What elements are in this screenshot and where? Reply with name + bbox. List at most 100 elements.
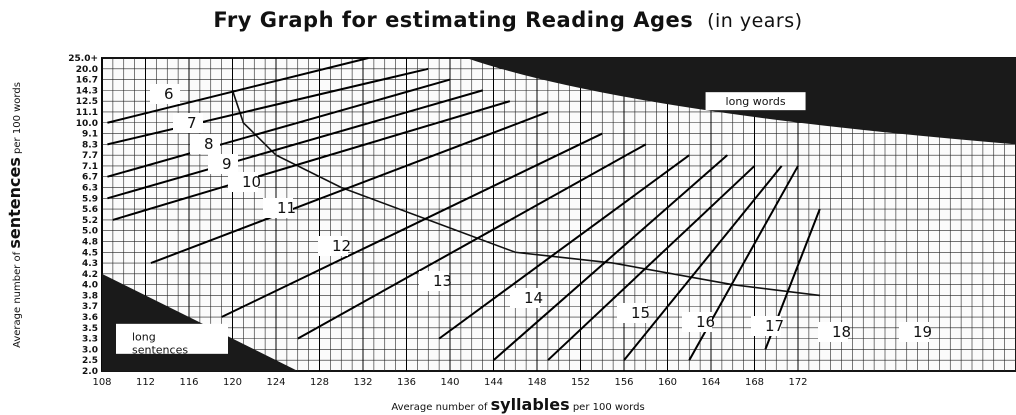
age-line-12 xyxy=(221,132,603,318)
y-tick-label: 25.0+ xyxy=(68,54,98,64)
age-label-15: 15 xyxy=(631,304,650,322)
age-line-6 xyxy=(107,57,369,124)
chart-title-sub: (in years) xyxy=(707,10,803,32)
x-tick-label: 108 xyxy=(92,377,111,388)
x-axis-label-suffix: per 100 words xyxy=(570,402,645,413)
age-label-box-18 xyxy=(818,322,848,342)
x-tick-label: 140 xyxy=(440,377,459,388)
age-label-box-16 xyxy=(682,312,712,332)
age-label-box-9 xyxy=(208,154,238,174)
age-label-17: 17 xyxy=(765,317,784,335)
x-tick-label: 168 xyxy=(745,377,764,388)
chart-title: Fry Graph for estimating Reading Ages (i… xyxy=(0,8,1016,32)
y-tick-label: 16.7 xyxy=(76,76,98,86)
y-tick-label: 5.9 xyxy=(82,194,98,204)
age-label-box-6 xyxy=(150,84,180,104)
x-tick-label: 164 xyxy=(701,377,720,388)
age-label-6: 6 xyxy=(164,85,174,103)
y-axis-label-suffix: per 100 words xyxy=(12,82,23,157)
y-tick-label: 5.6 xyxy=(82,205,98,215)
x-tick-label: 152 xyxy=(571,377,590,388)
y-tick-label: 6.3 xyxy=(82,184,98,194)
y-tick-label: 20.0 xyxy=(76,65,98,75)
age-line-8 xyxy=(107,78,451,178)
age-label-box-19 xyxy=(899,322,929,342)
x-tick-label: 116 xyxy=(179,377,198,388)
y-tick-label: 4.3 xyxy=(82,259,98,269)
age-line-13 xyxy=(297,143,647,340)
y-tick-label: 2.5 xyxy=(82,356,98,366)
age-label-box-11 xyxy=(263,198,293,218)
y-tick-label: 7.7 xyxy=(82,151,98,161)
long-words-label: long words xyxy=(726,95,786,108)
age-label-14: 14 xyxy=(524,289,543,307)
age-label-box-17 xyxy=(751,316,781,336)
y-tick-label: 10.0 xyxy=(76,119,98,129)
age-label-10: 10 xyxy=(242,173,261,191)
y-tick-label: 4.5 xyxy=(82,248,98,258)
y-tick-label: 3.5 xyxy=(82,324,98,334)
x-axis-label-prefix: Average number of xyxy=(391,402,490,413)
age-line-10 xyxy=(112,100,511,221)
x-tick-label: 160 xyxy=(658,377,677,388)
age-label-9: 9 xyxy=(222,155,232,173)
y-tick-label: 4.8 xyxy=(82,237,98,247)
x-tick-label: 120 xyxy=(223,377,242,388)
x-tick-label: 172 xyxy=(788,377,807,388)
age-label-19: 19 xyxy=(913,323,932,341)
age-label-11: 11 xyxy=(277,199,296,217)
y-tick-label: 3.8 xyxy=(82,291,98,301)
y-tick-label: 14.3 xyxy=(76,86,98,96)
y-tick-label: 3.7 xyxy=(82,302,98,312)
age-label-box-12 xyxy=(318,236,348,256)
y-tick-label: 8.3 xyxy=(82,140,98,150)
y-axis-label-main: sentences xyxy=(5,157,24,249)
age-label-box-13 xyxy=(419,271,449,291)
age-label-box-14 xyxy=(510,288,540,308)
x-tick-label: 132 xyxy=(353,377,372,388)
age-label-13: 13 xyxy=(433,272,452,290)
y-tick-label: 4.0 xyxy=(82,281,98,291)
age-label-box-10 xyxy=(228,172,258,192)
x-tick-label: 148 xyxy=(527,377,546,388)
age-label-12: 12 xyxy=(332,237,351,255)
age-label-16: 16 xyxy=(696,313,715,331)
y-tick-label: 4.2 xyxy=(82,270,98,280)
boundary-curve xyxy=(231,90,820,297)
age-label-box-8 xyxy=(190,134,220,154)
age-label-8: 8 xyxy=(204,135,214,153)
y-tick-label: 3.6 xyxy=(82,313,98,323)
y-tick-label: 9.1 xyxy=(82,130,98,140)
y-tick-label: 2.0 xyxy=(82,367,98,377)
long-sentences-label-line2: sentences xyxy=(132,343,188,356)
x-tick-label: 128 xyxy=(310,377,329,388)
age-label-7: 7 xyxy=(187,114,197,132)
x-axis-label-main: syllables xyxy=(491,395,570,414)
x-tick-label: 112 xyxy=(136,377,155,388)
y-tick-label: 5.2 xyxy=(82,216,98,226)
age-line-7 xyxy=(107,67,429,146)
long-sentences-label-line1: long xyxy=(132,331,156,344)
age-line-11 xyxy=(150,111,549,265)
age-label-18: 18 xyxy=(832,323,851,341)
x-tick-label: 136 xyxy=(397,377,416,388)
x-tick-label: 156 xyxy=(614,377,633,388)
y-axis-label-prefix: Average number of xyxy=(12,249,23,348)
y-tick-label: 7.1 xyxy=(82,162,98,172)
x-tick-label: 124 xyxy=(266,377,285,388)
x-tick-label: 144 xyxy=(484,377,503,388)
y-tick-label: 12.5 xyxy=(76,97,98,107)
y-tick-label: 5.0 xyxy=(82,227,98,237)
x-axis-label: Average number of syllables per 100 word… xyxy=(391,395,644,414)
long-sentences-label-box xyxy=(116,323,228,354)
age-line-14 xyxy=(438,154,690,340)
chart-title-main: Fry Graph for estimating Reading Ages xyxy=(213,8,694,32)
y-tick-label: 11.1 xyxy=(76,108,98,118)
age-label-box-7 xyxy=(173,113,203,133)
y-axis-label: Average number of sentences per 100 word… xyxy=(5,82,24,348)
y-tick-label: 3.0 xyxy=(82,345,98,355)
age-line-15 xyxy=(492,154,728,361)
long-words-label-box xyxy=(705,92,806,111)
age-label-box-15 xyxy=(617,303,647,323)
